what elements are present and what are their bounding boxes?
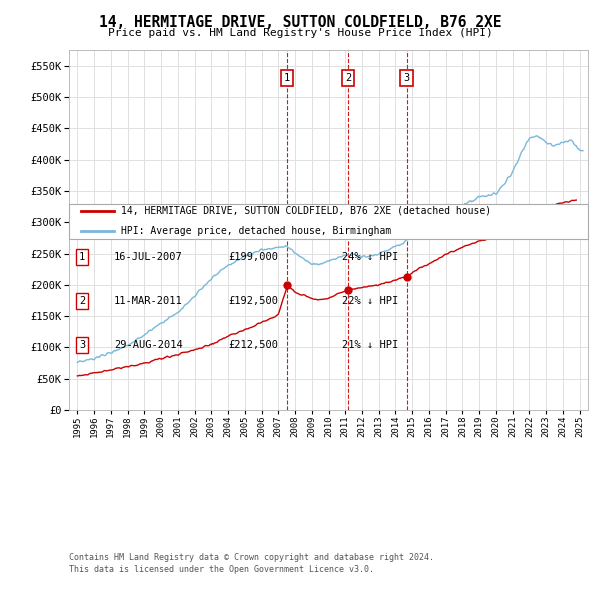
Text: £192,500: £192,500: [228, 296, 278, 306]
Text: 1: 1: [284, 73, 290, 83]
Text: 14, HERMITAGE DRIVE, SUTTON COLDFIELD, B76 2XE: 14, HERMITAGE DRIVE, SUTTON COLDFIELD, B…: [99, 15, 501, 30]
Text: 1: 1: [79, 252, 85, 261]
Text: 24% ↓ HPI: 24% ↓ HPI: [342, 252, 398, 261]
Text: 3: 3: [79, 340, 85, 350]
Text: Contains HM Land Registry data © Crown copyright and database right 2024.: Contains HM Land Registry data © Crown c…: [69, 553, 434, 562]
Text: 16-JUL-2007: 16-JUL-2007: [114, 252, 183, 261]
Text: 2: 2: [79, 296, 85, 306]
Text: This data is licensed under the Open Government Licence v3.0.: This data is licensed under the Open Gov…: [69, 565, 374, 574]
Text: £212,500: £212,500: [228, 340, 278, 350]
Text: Price paid vs. HM Land Registry's House Price Index (HPI): Price paid vs. HM Land Registry's House …: [107, 28, 493, 38]
Text: HPI: Average price, detached house, Birmingham: HPI: Average price, detached house, Birm…: [121, 226, 391, 235]
Text: £199,000: £199,000: [228, 252, 278, 261]
Text: 22% ↓ HPI: 22% ↓ HPI: [342, 296, 398, 306]
Text: 11-MAR-2011: 11-MAR-2011: [114, 296, 183, 306]
Text: 14, HERMITAGE DRIVE, SUTTON COLDFIELD, B76 2XE (detached house): 14, HERMITAGE DRIVE, SUTTON COLDFIELD, B…: [121, 206, 491, 215]
Text: 3: 3: [403, 73, 410, 83]
Text: 2: 2: [345, 73, 352, 83]
Text: 29-AUG-2014: 29-AUG-2014: [114, 340, 183, 350]
Text: 21% ↓ HPI: 21% ↓ HPI: [342, 340, 398, 350]
